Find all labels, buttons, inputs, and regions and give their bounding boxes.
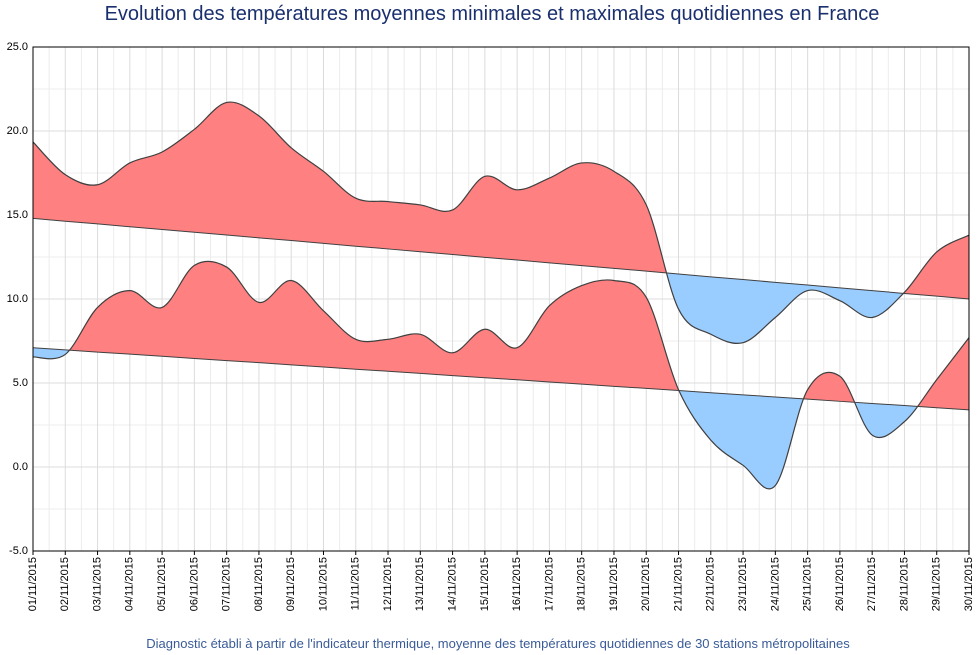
x-tick-label: 30/11/2015 <box>963 557 975 611</box>
x-tick-label: 10/11/2015 <box>317 557 329 611</box>
y-tick-label: 20.0 <box>7 125 28 137</box>
x-tick-label: 24/11/2015 <box>769 557 781 611</box>
x-tick-label: 12/11/2015 <box>382 557 394 611</box>
x-tick-label: 13/11/2015 <box>414 557 426 611</box>
x-tick-label: 03/11/2015 <box>91 557 103 611</box>
x-tick-label: 16/11/2015 <box>511 557 523 611</box>
x-tick-label: 21/11/2015 <box>672 557 684 611</box>
temperature-line <box>32 260 970 490</box>
x-tick-label: 26/11/2015 <box>834 557 846 611</box>
x-tick-label: 05/11/2015 <box>156 557 168 611</box>
x-tick-label: 07/11/2015 <box>221 557 233 611</box>
x-tick-label: 11/11/2015 <box>350 557 362 610</box>
y-tick-label: 25.0 <box>7 41 28 53</box>
x-tick-label: 23/11/2015 <box>737 557 749 611</box>
above-normal-area <box>33 261 969 410</box>
x-tick-label: 15/11/2015 <box>479 557 491 611</box>
y-tick-label: 10.0 <box>7 293 28 305</box>
x-tick-label: 09/11/2015 <box>285 557 297 611</box>
x-tick-label: 18/11/2015 <box>576 557 588 611</box>
x-tick-label: 25/11/2015 <box>802 557 814 611</box>
x-tick-label: 04/11/2015 <box>124 557 136 611</box>
x-tick-label: 29/11/2015 <box>931 557 943 611</box>
x-tick-label: 20/11/2015 <box>640 557 652 611</box>
y-tick-label: 5.0 <box>13 377 28 389</box>
x-tick-label: 02/11/2015 <box>59 557 71 611</box>
plot-frame <box>32 46 970 552</box>
normal-line <box>32 217 970 300</box>
x-tick-label: 19/11/2015 <box>608 557 620 611</box>
normal-line <box>32 347 970 411</box>
x-tick-label: 17/11/2015 <box>543 557 555 611</box>
x-tick-label: 06/11/2015 <box>188 557 200 611</box>
x-tick-label: 22/11/2015 <box>705 557 717 611</box>
y-tick-label: 0.0 <box>13 461 28 473</box>
x-tick-label: 14/11/2015 <box>446 557 458 611</box>
x-tick-label: 28/11/2015 <box>898 557 910 611</box>
x-tick-label: 08/11/2015 <box>253 557 265 611</box>
chart-title: Evolution des températures moyennes mini… <box>105 3 880 25</box>
y-tick-label: -5.0 <box>9 545 28 557</box>
temperature-line <box>32 101 970 344</box>
x-tick-label: 01/11/2015 <box>27 557 39 611</box>
chart-subtitle: Diagnostic établi à partir de l'indicate… <box>146 636 850 651</box>
x-tick-label: 27/11/2015 <box>866 557 878 611</box>
y-tick-label: 15.0 <box>7 209 28 221</box>
